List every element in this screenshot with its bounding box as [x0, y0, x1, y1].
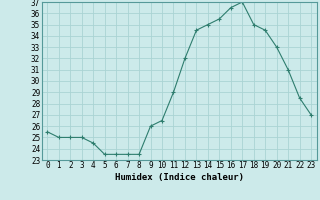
X-axis label: Humidex (Indice chaleur): Humidex (Indice chaleur): [115, 173, 244, 182]
